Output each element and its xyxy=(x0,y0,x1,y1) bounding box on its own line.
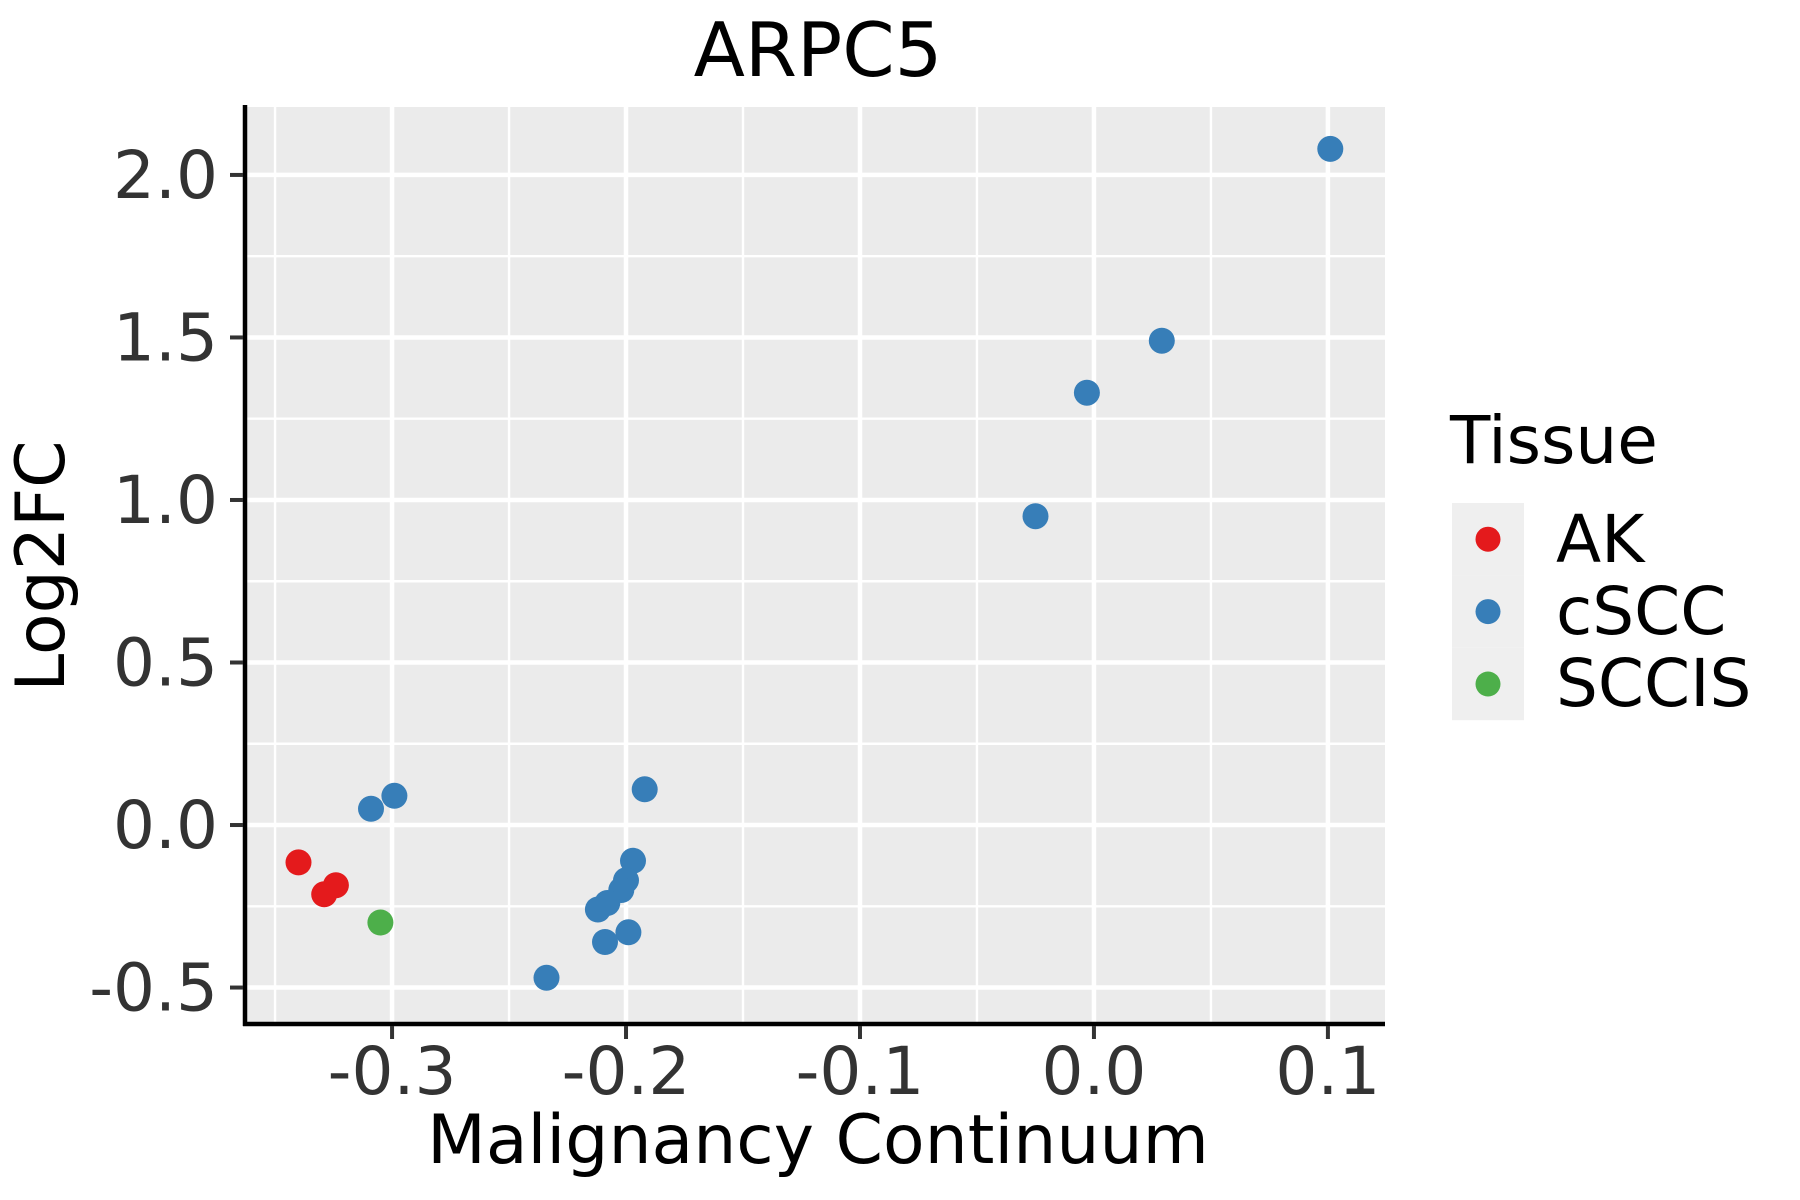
data-point-cscc xyxy=(615,919,642,946)
data-point-cscc xyxy=(1073,379,1100,406)
legend-item-cscc: cSCC xyxy=(1452,573,1726,650)
legend-label-sccis: SCCIS xyxy=(1556,645,1751,722)
x-tick-label: 0.0 xyxy=(1041,1033,1146,1110)
legend: Tissue AK cSCC SCCIS xyxy=(1449,402,1751,722)
x-axis-title: Malignancy Continuum xyxy=(427,1101,1209,1180)
data-point-cscc xyxy=(1022,503,1049,530)
legend-marker-ak-icon xyxy=(1475,526,1501,552)
data-point-cscc xyxy=(631,776,658,803)
legend-item-ak: AK xyxy=(1452,501,1646,578)
data-point-ak xyxy=(311,881,338,908)
legend-label-cscc: cSCC xyxy=(1556,573,1726,650)
data-points-layer xyxy=(285,135,1344,991)
data-point-cscc xyxy=(381,782,408,809)
y-tick-label: 0.0 xyxy=(113,787,218,864)
y-axis-title: Log2FC xyxy=(2,440,81,691)
legend-marker-cscc-icon xyxy=(1475,599,1501,625)
legend-label-ak: AK xyxy=(1556,501,1646,578)
axes-layer xyxy=(230,105,1385,1039)
y-tick-label: 2.0 xyxy=(113,137,218,214)
x-tick-label: -0.3 xyxy=(328,1033,457,1110)
legend-marker-sccis-icon xyxy=(1475,671,1501,697)
data-point-cscc xyxy=(592,929,618,955)
data-point-ak xyxy=(285,849,312,876)
y-tick-label: -0.5 xyxy=(89,950,218,1027)
data-point-cscc xyxy=(533,964,560,991)
legend-title: Tissue xyxy=(1449,402,1658,479)
tick-labels-layer: -0.3 -0.2 -0.1 0.0 0.1 2.0 1.5 1.0 0.5 0.0 -0.5 xyxy=(89,137,1380,1110)
y-tick-label: 0.5 xyxy=(113,625,218,702)
y-tick-label: 1.0 xyxy=(113,462,218,539)
gridlines-major xyxy=(247,107,1385,1022)
legend-item-sccis: SCCIS xyxy=(1452,645,1751,722)
data-point-cscc xyxy=(1317,135,1344,162)
data-point-cscc xyxy=(584,896,611,923)
x-tick-label: -0.2 xyxy=(562,1033,691,1110)
x-tick-label: -0.1 xyxy=(796,1033,925,1110)
data-point-cscc xyxy=(620,847,646,874)
x-tick-label: 0.1 xyxy=(1275,1033,1380,1110)
data-point-sccis xyxy=(367,909,394,936)
gridlines-minor xyxy=(247,107,1385,1022)
plot-title: ARPC5 xyxy=(694,6,943,94)
data-point-cscc xyxy=(1148,327,1175,354)
y-tick-label: 1.5 xyxy=(113,299,218,376)
data-point-cscc xyxy=(358,795,384,822)
plot-panel xyxy=(247,107,1385,1022)
